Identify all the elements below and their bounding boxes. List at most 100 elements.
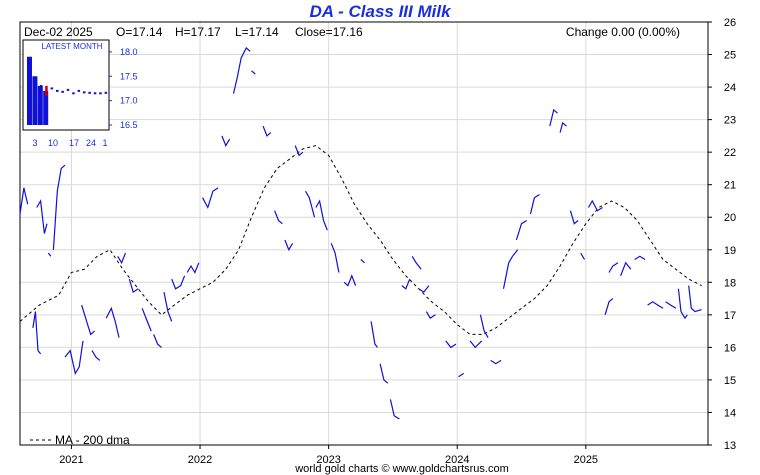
price-segment	[91, 350, 101, 361]
inset-y-tick-label: 18.0	[120, 47, 138, 57]
price-segment	[677, 288, 688, 320]
x-tick-label: 2025	[574, 454, 598, 466]
price-segment	[418, 285, 430, 293]
inset-y-axis: 18.0 17.5 17.0 16.5	[109, 47, 138, 130]
price-segment	[559, 121, 567, 133]
x-axis: 2021 2022 2023 2024 2025	[59, 445, 598, 466]
latest-month-inset: LATEST MONTH 18.0 17.5 17.0 16.5 3 10 17 24 1	[22, 39, 138, 148]
price-segment	[389, 399, 400, 420]
price-segment	[117, 252, 127, 265]
y-tick-label: 25	[724, 50, 736, 62]
inset-candle	[39, 85, 43, 87]
plot-frame	[19, 21, 709, 446]
inset-bar	[37, 86, 43, 125]
inset-title: LATEST MONTH	[41, 42, 102, 51]
inset-x-tick-label: 17	[69, 138, 79, 148]
price-segment	[284, 239, 294, 252]
price-segment	[587, 199, 603, 212]
price-segment	[445, 340, 457, 349]
price-segment	[171, 275, 186, 290]
inset-x-tick-label: 1	[102, 138, 107, 148]
price-segment	[458, 372, 465, 378]
inset-candle	[66, 88, 70, 91]
price-segment	[330, 243, 340, 273]
inset-bar	[27, 56, 32, 125]
inset-candle	[34, 80, 37, 83]
x-tick-label: 2023	[316, 454, 340, 466]
price-segment	[688, 285, 702, 313]
header-close: Close=17.16	[295, 25, 363, 39]
y-tick-label: 23	[724, 115, 736, 127]
inset-candle	[56, 89, 59, 92]
price-segment	[36, 199, 48, 234]
inset-candle	[50, 87, 54, 90]
inset-candle	[61, 90, 64, 93]
inset-x-axis: 3 10 17 24 1	[32, 138, 107, 148]
price-segment	[379, 363, 389, 384]
inset-x-tick-label: 24	[86, 138, 96, 148]
price-segment	[401, 278, 411, 290]
price-series	[19, 47, 702, 420]
y-tick-label: 26	[724, 17, 736, 29]
footer-credit: world gold charts © www.goldchartsrus.co…	[294, 463, 509, 475]
price-segment	[620, 261, 632, 277]
x-tick-label: 2024	[445, 454, 469, 466]
price-segment	[425, 311, 436, 319]
legend: MA - 200 dma	[30, 433, 130, 447]
price-segment	[647, 301, 664, 309]
header-open: O=17.14	[116, 25, 163, 39]
header-change: Change 0.00 (0.00%)	[566, 25, 680, 39]
inset-candle	[104, 91, 108, 94]
inset-candle	[88, 91, 91, 94]
price-segment	[19, 187, 29, 215]
y-tick-label: 19	[724, 245, 736, 257]
price-segment	[549, 108, 558, 127]
ma-series	[19, 145, 702, 335]
inset-candle	[99, 92, 102, 95]
inset-candle	[72, 92, 75, 95]
price-segment	[360, 259, 365, 264]
price-segment	[105, 306, 120, 338]
price-segment	[64, 340, 84, 375]
price-segment	[515, 219, 528, 241]
inset-y-tick-label: 17.5	[120, 71, 138, 81]
y-axis: 26 25 24 23 22 21 20 19 18 17 16 15 14 13	[708, 17, 736, 452]
y-tick-label: 14	[724, 407, 736, 419]
y-tick-label: 17	[724, 310, 736, 322]
price-segment	[294, 145, 304, 157]
price-segment	[343, 274, 357, 287]
price-segment	[221, 135, 231, 147]
header-high: H=17.17	[175, 25, 221, 39]
price-segment	[186, 262, 200, 274]
inset-bars	[27, 56, 49, 125]
price-segment	[274, 210, 283, 225]
inset-y-tick-label: 17.0	[120, 96, 138, 106]
y-tick-label: 21	[724, 180, 736, 192]
ma-line	[19, 145, 702, 335]
x-tick-label: 2022	[188, 454, 212, 466]
inset-x-tick-label: 3	[32, 138, 37, 148]
price-segment	[163, 291, 173, 322]
y-tick-label: 20	[724, 212, 736, 224]
price-segment	[479, 314, 489, 338]
y-tick-label: 15	[724, 375, 736, 387]
inset-candle	[77, 89, 81, 92]
inset-candle	[29, 99, 32, 102]
y-tick-label: 24	[724, 82, 736, 94]
header-low: L=17.14	[235, 25, 279, 39]
price-segment	[604, 298, 614, 315]
inset-candle	[93, 92, 97, 95]
price-segment	[262, 125, 272, 137]
inset-x-tick-label: 10	[48, 138, 58, 148]
price-segment	[128, 278, 139, 294]
price-segment	[47, 252, 52, 257]
price-segment	[315, 199, 328, 231]
price-segment	[153, 334, 162, 348]
y-tick-label: 22	[724, 147, 736, 159]
price-segment	[490, 359, 502, 365]
price-segment	[32, 311, 42, 355]
price-segment	[232, 47, 251, 94]
y-tick-label: 18	[724, 277, 736, 289]
